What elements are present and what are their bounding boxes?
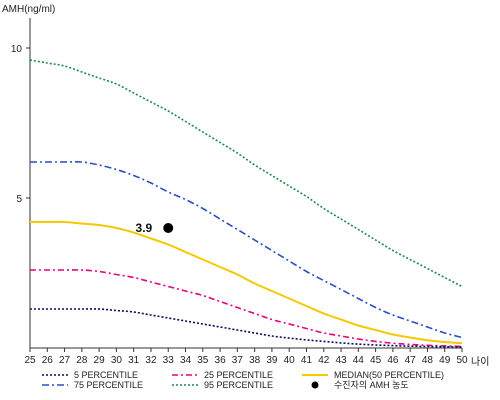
x-tick-label: 45 [370,355,382,366]
legend-marker-swatch [311,381,319,389]
x-tick-label: 33 [163,355,175,366]
series-line-25-percentile [30,269,463,348]
x-tick-label: 46 [387,355,399,366]
legend-label-25-percentile: 25 PERCENTILE [204,370,273,380]
legend-label-75-percentile: 75 PERCENTILE [74,380,143,390]
y-axis-title: AMH(ng/ml) [2,4,55,15]
x-tick-label: 40 [284,355,296,366]
legend-marker-label: 수진자의 AMH 농도 [334,380,409,390]
x-tick-label: 39 [266,355,278,366]
x-tick-label: 48 [422,355,434,366]
x-tick-label: 49 [439,355,451,366]
y-tick-label: 10 [11,44,23,55]
axes-layer: 25 26 27 28 29 30 31 32 33 34 35 36 37 38 39 40 41 42 43 44… [11,18,468,366]
y-tick-label: 5 [16,194,22,205]
x-tick-label: 42 [318,355,330,366]
legend-layer: 5 PERCENTILE 25 PERCENTILE MEDIAN(50 PERCE… [42,370,444,390]
x-tick-label: 27 [59,355,71,366]
series-line-5-percentile [30,308,463,348]
series-layer [29,59,463,348]
x-tick-label: 25 [24,355,36,366]
x-axis-title: 나이 [471,356,489,368]
x-tick-label: 34 [180,355,192,366]
x-tick-label: 36 [215,355,227,366]
x-tick-label: 31 [128,355,140,366]
x-tick-label: 35 [197,355,209,366]
series-line-95-percentile [29,59,463,288]
x-tick-label: 41 [301,355,313,366]
x-tick-label: 37 [232,355,244,366]
x-tick-label: 50 [456,355,468,366]
marker-layer: 3.9 [136,221,174,235]
x-tick-label: 30 [111,355,123,366]
x-tick-label: 44 [353,355,365,366]
x-tick-label: 47 [405,355,417,366]
x-tick-label: 28 [76,355,88,366]
legend-label-median-50-percentile: MEDIAN(50 PERCENTILE) [334,370,444,380]
series-line-75-percentile [30,160,463,339]
patient-amh-marker [163,223,174,233]
x-tick-label: 32 [145,355,157,366]
x-tick-label: 29 [94,355,106,366]
legend-label-95-percentile: 95 PERCENTILE [204,380,273,390]
x-tick-label: 43 [335,355,347,366]
patient-amh-value-label: 3.9 [136,221,153,235]
legend-label-5-percentile: 5 PERCENTILE [74,370,138,380]
series-line-median-50-percentile [30,220,463,345]
x-tick-label: 38 [249,355,261,366]
x-tick-label: 26 [42,355,54,366]
